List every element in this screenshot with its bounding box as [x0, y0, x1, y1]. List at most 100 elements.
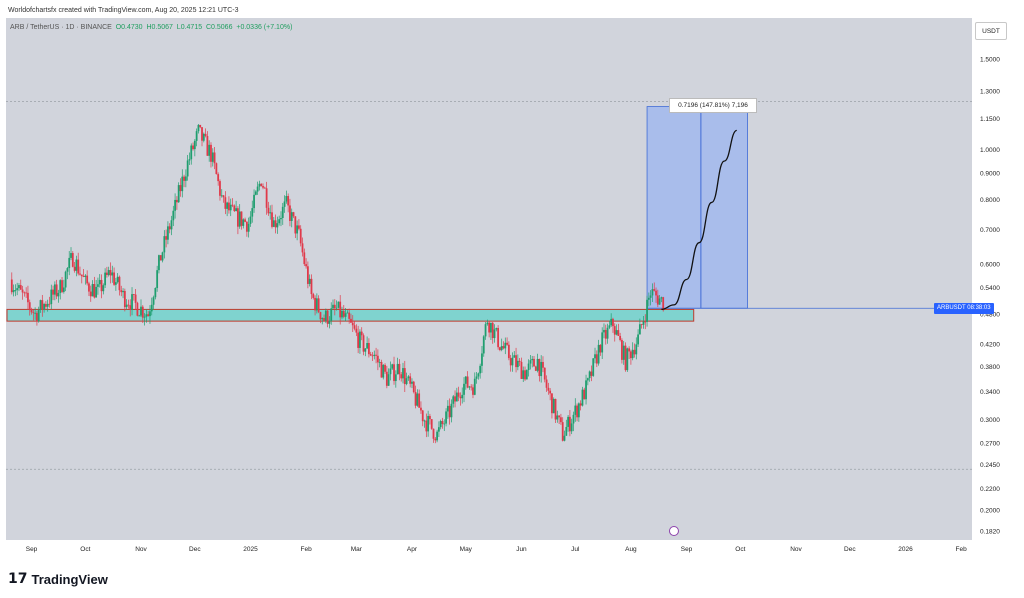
candle-down	[472, 387, 474, 395]
candle-up	[382, 364, 385, 378]
candle-up	[626, 348, 629, 371]
candle-down	[287, 196, 290, 206]
candle-down	[576, 405, 578, 418]
candle-up	[143, 316, 146, 318]
candle-up	[522, 370, 525, 379]
candle-down	[215, 163, 218, 175]
candle-up	[184, 176, 187, 181]
candle-down	[434, 438, 437, 441]
candle-down	[499, 347, 501, 351]
candle-down	[27, 292, 29, 303]
candle-up	[529, 360, 532, 364]
candle-up	[14, 290, 17, 291]
candle-down	[369, 354, 372, 356]
candle-up	[446, 405, 449, 412]
candle-up	[601, 332, 604, 353]
candle-down	[265, 188, 268, 208]
x-tick-label: Dec	[844, 546, 856, 553]
candle-up	[531, 358, 534, 361]
candle-down	[219, 181, 221, 196]
candle-up	[511, 357, 514, 366]
candle-up	[443, 423, 446, 425]
candle-up	[608, 325, 611, 328]
x-tick-label: Nov	[135, 546, 147, 553]
candle-down	[425, 420, 428, 432]
candle-down	[245, 221, 248, 232]
candle-up	[646, 299, 648, 322]
y-tick-label: 0.2200	[980, 486, 1000, 493]
candle-down	[317, 298, 320, 313]
candle-down	[543, 367, 546, 380]
candle-up	[495, 328, 498, 330]
candle-down	[538, 358, 541, 377]
candle-down	[545, 379, 548, 388]
candle-down	[360, 331, 363, 336]
candle-down	[141, 306, 144, 318]
candle-down	[134, 294, 137, 303]
candle-up	[649, 295, 652, 298]
plot-area[interactable]	[6, 18, 972, 540]
candle-down	[613, 326, 616, 335]
candle-up	[490, 322, 492, 333]
high-value: H0.5067	[146, 24, 173, 31]
candle-down	[260, 183, 263, 187]
candle-up	[637, 334, 639, 345]
currency-unit-button[interactable]: USDT	[975, 22, 1007, 40]
candle-down	[621, 340, 623, 360]
candle-down	[491, 322, 494, 339]
candle-up	[482, 336, 485, 354]
candle-up	[402, 368, 404, 379]
candle-up	[18, 285, 20, 289]
candle-down	[350, 318, 352, 323]
candle-up	[247, 223, 250, 232]
candle-up	[70, 253, 72, 258]
candle-down	[551, 393, 553, 414]
candle-down	[520, 361, 523, 379]
candle-up	[574, 405, 577, 415]
candle-down	[129, 305, 132, 310]
x-tick-label: Apr	[407, 546, 418, 553]
candle-up	[477, 373, 480, 377]
candle-down	[10, 279, 13, 293]
candle-down	[289, 205, 291, 221]
candle-up	[269, 212, 272, 214]
candle-down	[306, 266, 309, 284]
candle-up	[341, 311, 343, 318]
candle-down	[106, 272, 108, 275]
candle-up	[364, 348, 367, 352]
symbol-legend: ARB / TetherUS · 1D · BINANCE O0.4730 H0…	[10, 24, 292, 31]
candle-down	[457, 392, 460, 397]
candle-down	[263, 187, 266, 189]
y-tick-label: 0.1820	[980, 529, 1000, 536]
candle-down	[662, 297, 665, 311]
candle-up	[84, 275, 87, 277]
candle-up	[154, 288, 157, 298]
candle-down	[466, 376, 469, 388]
candle-up	[62, 287, 65, 292]
candle-up	[125, 304, 128, 308]
candle-up	[256, 186, 259, 192]
candle-down	[409, 376, 412, 384]
candle-down	[441, 421, 444, 425]
candle-down	[25, 292, 28, 294]
candle-up	[461, 394, 464, 399]
candle-up	[606, 327, 609, 339]
candle-up	[423, 420, 426, 422]
candle-up	[481, 353, 483, 366]
candle-up	[12, 290, 15, 293]
candle-up	[195, 131, 198, 141]
y-tick-label: 1.0000	[980, 147, 1000, 154]
candle-up	[68, 257, 71, 269]
candle-up	[603, 329, 605, 333]
candle-up	[64, 271, 67, 288]
candle-down	[459, 396, 462, 399]
candle-down	[136, 302, 139, 316]
candle-down	[233, 205, 236, 212]
candle-up	[249, 216, 252, 224]
candle-down	[71, 253, 74, 267]
open-value: O0.4730	[115, 24, 143, 31]
candle-down	[351, 322, 354, 326]
y-tick-label: 0.4200	[980, 341, 1000, 348]
candle-down	[604, 329, 607, 339]
